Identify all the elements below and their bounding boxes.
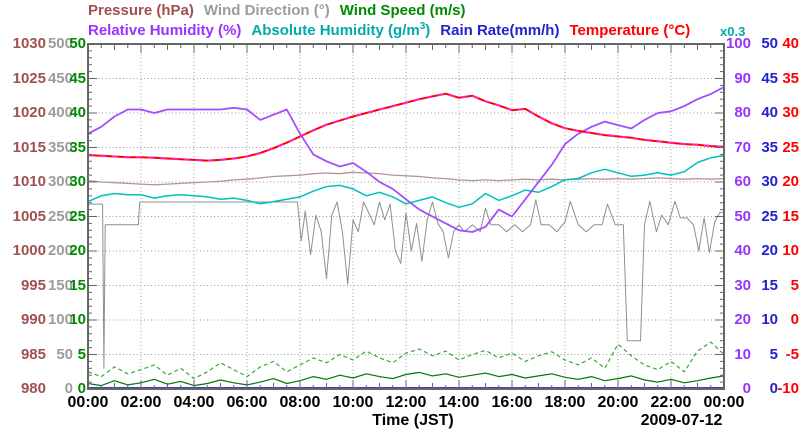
time-tick-label: 18:00 xyxy=(544,394,586,411)
series-temperature-dash-overlay xyxy=(87,92,725,162)
rain-rate-tick-label: 45 xyxy=(761,69,778,87)
legend-wind-speed: Wind Speed (m/s) xyxy=(339,2,466,19)
relative-humidity-tick-label: 60 xyxy=(734,173,751,190)
rain-rate-tick-label: 25 xyxy=(761,207,778,225)
wind-direction-tick-label: 250 xyxy=(47,207,73,225)
wind-speed-tick-label: 35 xyxy=(69,138,86,156)
temperature-tick-label: -10 xyxy=(777,380,799,397)
wind-direction-tick-label: 100 xyxy=(47,311,73,328)
legend-temperature: Temperature (°C) xyxy=(569,22,691,39)
time-tick-label: 20:00 xyxy=(597,394,639,411)
wind-direction-tick-label: 350 xyxy=(47,138,73,156)
pressure-tick-label: 1025 xyxy=(12,69,46,87)
temperature-tick-label: 30 xyxy=(782,104,799,121)
wind-direction-tick-label: 50 xyxy=(56,345,73,363)
relative-humidity-tick-label: 0 xyxy=(742,380,751,397)
rain-rate-tick-label: 40 xyxy=(761,104,778,121)
relative-humidity-tick-label: 30 xyxy=(734,276,751,294)
rain-rate-tick-label: 10 xyxy=(761,311,778,328)
wind-speed-tick-label: 40 xyxy=(69,104,86,121)
time-tick-label: 00:00 xyxy=(67,394,109,411)
date-label: 2009-07-12 xyxy=(640,412,723,429)
time-tick-label: 12:00 xyxy=(385,394,427,411)
legend-rain-rate: Rain Rate(mm/h) xyxy=(440,22,560,39)
legend-relative-humidity: Relative Humidity (%) xyxy=(88,22,242,39)
pressure-tick-label: 1000 xyxy=(12,242,46,259)
rain-rate-tick-label: 0 xyxy=(769,380,778,397)
wind-speed-tick-label: 50 xyxy=(69,35,86,52)
rain-rate-tick-label: 30 xyxy=(761,173,778,190)
series-relative_humidity xyxy=(87,86,725,233)
pressure-tick-label: 995 xyxy=(20,276,46,294)
pressure-tick-label: 1015 xyxy=(12,138,46,156)
relative-humidity-tick-label: 10 xyxy=(734,345,751,363)
wind-direction-tick-label: 500 xyxy=(47,35,73,52)
temperature-tick-label: 25 xyxy=(782,138,799,156)
temperature-tick-label: 35 xyxy=(782,69,799,87)
legend-pressure: Pressure (hPa) xyxy=(88,2,194,19)
legend-row-1: Pressure (hPa) Wind Direction (°) Wind Spe… xyxy=(88,1,465,20)
relative-humidity-tick-label: 20 xyxy=(734,311,751,328)
time-tick-label: 06:00 xyxy=(226,394,268,411)
temperature-tick-label: 10 xyxy=(782,242,799,259)
wind-direction-tick-label: 300 xyxy=(47,173,73,190)
wind-direction-tick-label: 400 xyxy=(47,104,73,121)
relative-humidity-tick-label: 70 xyxy=(734,138,751,156)
series-wind_direction xyxy=(88,199,724,369)
pressure-tick-label: 1010 xyxy=(12,173,46,190)
x-axis-title: Time (JST) xyxy=(372,412,454,429)
rain-rate-tick-label: 35 xyxy=(761,138,778,156)
wind-direction-tick-label: 450 xyxy=(47,69,73,87)
pressure-tick-label: 985 xyxy=(20,345,46,363)
wind-speed-tick-label: 20 xyxy=(69,242,86,259)
pressure-tick-label: 990 xyxy=(20,311,46,328)
legend-row-2: Relative Humidity (%) Absolute Humidity (… xyxy=(88,21,690,40)
time-tick-label: 10:00 xyxy=(332,394,374,411)
relative-humidity-tick-label: 40 xyxy=(734,242,751,259)
relative-humidity-tick-label: 80 xyxy=(734,104,751,121)
relative-humidity-tick-label: 50 xyxy=(734,207,751,225)
time-tick-label: 04:00 xyxy=(173,394,215,411)
time-tick-label: 08:00 xyxy=(279,394,321,411)
temperature-tick-label: 0 xyxy=(790,311,799,328)
wind-speed-tick-label: 45 xyxy=(69,69,86,87)
rain-rate-tick-label: 15 xyxy=(761,276,778,294)
time-tick-label: 22:00 xyxy=(650,394,692,411)
time-tick-label: 02:00 xyxy=(120,394,162,411)
wind-speed-tick-label: 0 xyxy=(77,380,86,397)
legend-absolute-humidity: Absolute Humidity (g/m3) xyxy=(251,21,431,40)
time-tick-label: 14:00 xyxy=(438,394,480,411)
wind-direction-tick-label: 0 xyxy=(64,380,73,397)
rain-rate-tick-label: 50 xyxy=(761,35,778,52)
temperature-tick-label: 40 xyxy=(782,35,799,52)
pressure-tick-label: 1020 xyxy=(12,104,46,121)
temperature-tick-label: 20 xyxy=(782,173,799,190)
wind-speed-tick-label: 5 xyxy=(77,345,86,363)
wind-speed-tick-label: 30 xyxy=(69,173,86,190)
pressure-tick-label: 1005 xyxy=(12,207,46,225)
time-tick-label: 16:00 xyxy=(491,394,533,411)
series-pressure xyxy=(87,171,725,186)
legend-wind-direction: Wind Direction (°) xyxy=(203,2,330,19)
wind-speed-tick-label: 15 xyxy=(69,276,86,294)
series-wind_speed_gust_dashed xyxy=(87,341,725,380)
temperature-tick-label: 5 xyxy=(790,276,799,294)
wind-speed-tick-label: 10 xyxy=(69,311,86,328)
temperature-tick-label: -5 xyxy=(785,345,799,363)
wind-direction-tick-label: 150 xyxy=(47,276,73,294)
temperature-tick-label: 15 xyxy=(782,207,799,225)
series-absolute_humidity xyxy=(87,154,725,209)
relative-humidity-tick-label: 100 xyxy=(725,35,751,52)
wind-speed-tick-label: 25 xyxy=(69,207,86,225)
pressure-tick-label: 980 xyxy=(20,380,46,397)
wind-direction-tick-label: 200 xyxy=(47,242,73,259)
time-tick-label: 00:00 xyxy=(703,394,745,411)
pressure-tick-label: 1030 xyxy=(12,35,46,52)
rain-rate-tick-label: 20 xyxy=(761,242,778,259)
rain-rate-tick-label: 5 xyxy=(769,345,778,363)
scale-multiplier-label: x0.3 xyxy=(720,24,746,39)
relative-humidity-tick-label: 90 xyxy=(734,69,751,87)
